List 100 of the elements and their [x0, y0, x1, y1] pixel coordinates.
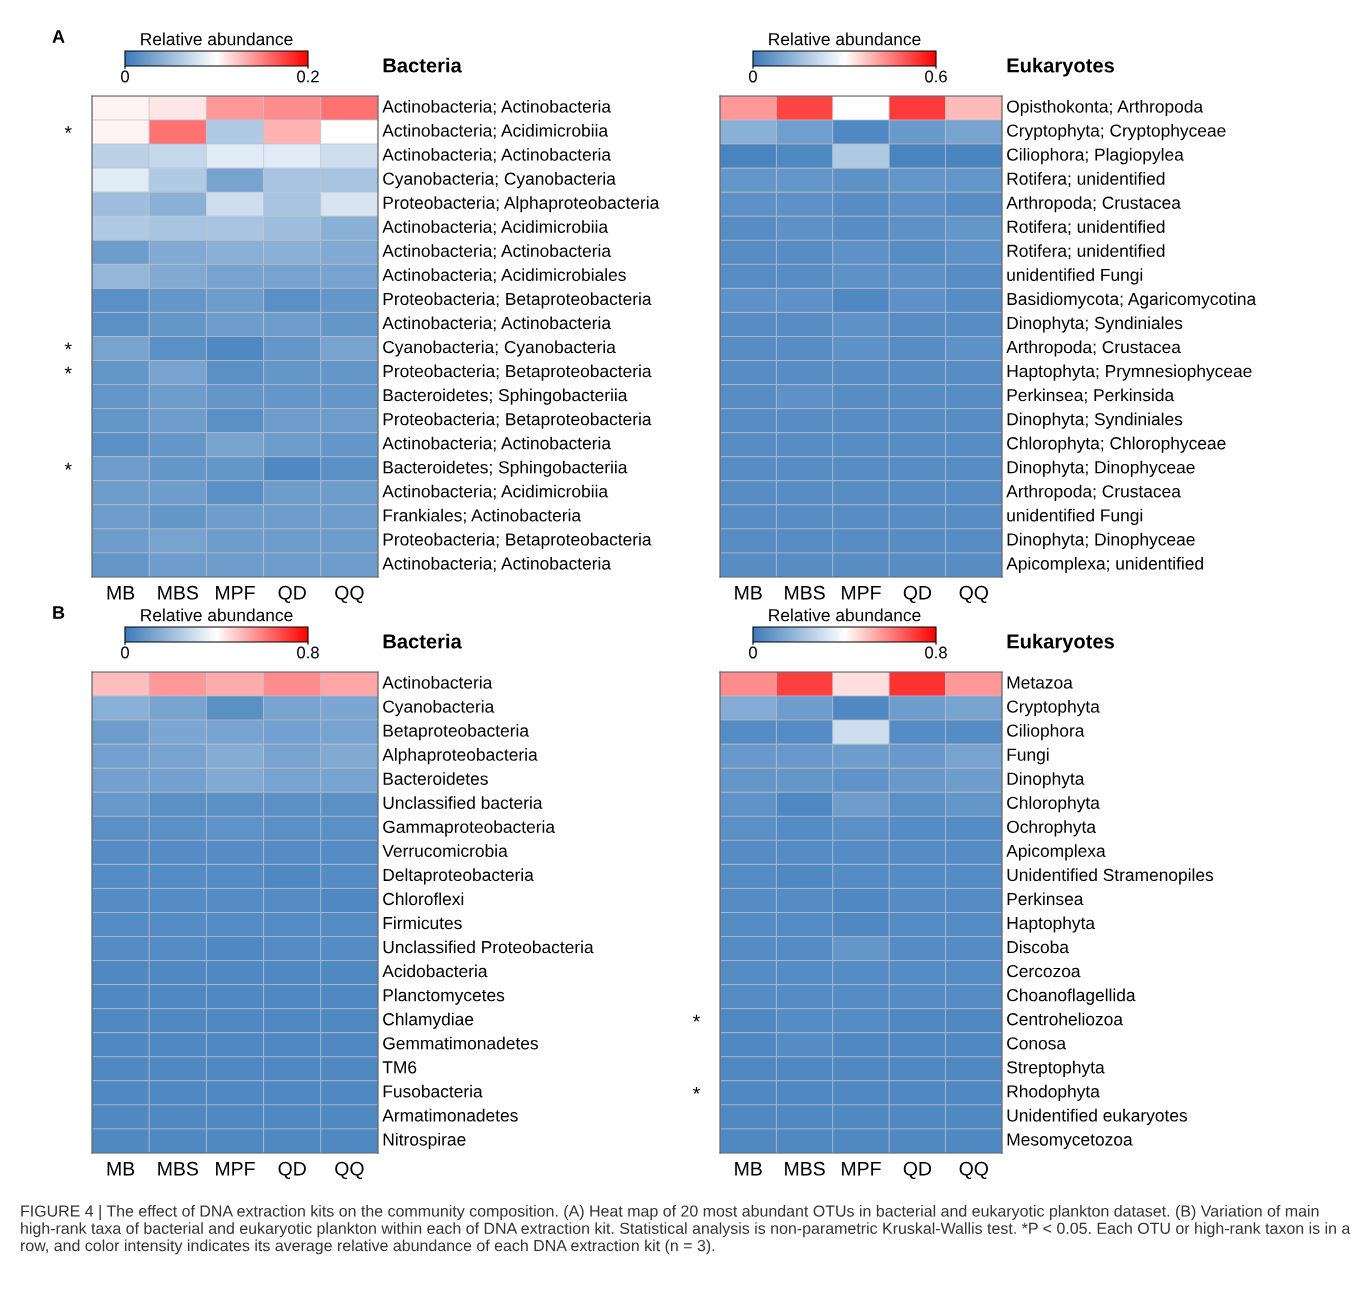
y-tick-label: unidentified Fungi [1007, 508, 1143, 525]
y-tick-label: unidentified Fungi [1007, 268, 1143, 285]
y-tick-label: Chlorophyta; Chlorophyceae [1007, 436, 1226, 453]
y-tick-label: Discoba [1007, 940, 1069, 954]
y-tick-label: Rotifera; unidentified [1007, 220, 1165, 235]
y-tick-label: Haptophyta [1007, 916, 1096, 933]
y-tick-label: Cyanobacteria; Cyanobacteria [383, 340, 616, 357]
x-tick-label: MBS [158, 585, 198, 600]
y-tick-label: Unidentified Stramenopiles [1007, 868, 1214, 885]
y-tick-label: TM6 [382, 1061, 417, 1074]
y-tick-label: Apicomplexa; unidentified [1006, 556, 1203, 574]
y-tick-label: Firmicutes [383, 916, 462, 930]
y-tick-label: Actinobacteria; Actinobacteria [382, 244, 612, 260]
text: Eukaryotes [1007, 57, 1114, 77]
y2-tick-label: * [64, 126, 72, 133]
y-tick-label: Dinophyta; Syndiniales [1007, 412, 1183, 429]
x-tick-label: QD [278, 1161, 306, 1180]
text: Bacteria [383, 57, 462, 73]
x-tick-label: MPF [842, 1162, 881, 1176]
y-tick-label: Chloroflexi [383, 892, 464, 906]
y-tick-label: Rotifera; unidentified [1007, 244, 1165, 260]
y-tick-label: Dinophyta; Dinophyceae [1007, 460, 1195, 477]
color-bar-title: Relative abundance [769, 608, 921, 622]
y-tick-label: Basidiomycota; Agaricomycotina [1007, 292, 1257, 309]
color-bar-label: 0 [749, 70, 757, 83]
y-tick-label: Actinobacteria; Actinobacteria [382, 556, 612, 572]
y-tick-label: Nitrospirae [383, 1132, 466, 1150]
y-tick-label: Centroheliozoa [1007, 1012, 1124, 1026]
y-tick-label: Cryptophyta [1007, 699, 1100, 717]
y-tick-label: Ochrophyta [1007, 820, 1096, 837]
y-tick-label: Actinobacteria; Actinobacteria [382, 148, 612, 163]
y-tick-label: Ciliophora [1007, 724, 1085, 741]
y-tick-label: Fusobacteria [383, 1084, 483, 1098]
y-tick-label: Actinobacteria; Acidimicrobiia [382, 220, 609, 235]
x-tick-label: MBS [158, 1161, 198, 1176]
y-tick-label: Proteobacteria; Alphaproteobacteria [383, 196, 660, 213]
y2-tick-label: * [64, 366, 72, 374]
color-bar-title: Relative abundance [141, 32, 293, 46]
y-tick-label: Cryptophyta; Cryptophyceae [1007, 123, 1226, 141]
color-bar-label: 0 [749, 646, 757, 659]
text: A [52, 30, 65, 43]
y-tick-label: Verrucomicrobia [382, 844, 508, 858]
y-tick-label: Perkinsea [1007, 892, 1084, 906]
x-tick-label: QD [903, 585, 932, 604]
y-tick-label: Frankiales; Actinobacteria [383, 508, 582, 524]
y-tick-label: Mesomycetozoa [1007, 1133, 1133, 1150]
y-tick-label: Proteobacteria; Betaproteobacteria [383, 292, 652, 309]
color-bar-label: 0.8 [297, 646, 319, 659]
x-tick-label: QQ [335, 1161, 364, 1180]
y2-tick-label: * [693, 1086, 700, 1094]
y-tick-label: Streptophyta [1007, 1060, 1105, 1077]
x-tick-label: QQ [335, 585, 364, 604]
y-tick-label: Acidobacteria [382, 964, 488, 978]
y-tick-label: Dinophyta; Syndiniales [1007, 316, 1183, 333]
y-tick-label: Ciliophora; Plagiopylea [1007, 148, 1184, 165]
y-tick-label: Conosa [1007, 1037, 1067, 1050]
color-bar-title: Relative abundance [769, 32, 921, 46]
y-tick-label: Proteobacteria; Betaproteobacteria [383, 532, 652, 550]
y-tick-label: Arthropoda; Crustacea [1006, 340, 1181, 357]
x-tick-label: MBS [785, 1161, 825, 1176]
y-tick-label: Unclassified Proteobacteria [383, 940, 594, 954]
y-tick-label: Rhodophyta [1007, 1084, 1100, 1101]
text: Bacteria [383, 633, 462, 649]
y-tick-label: Rotifera; unidentified [1007, 172, 1165, 187]
y-tick-label: Bacteroidetes; Sphingobacteriia [383, 388, 628, 405]
y-tick-label: Arthropoda; Crustacea [1006, 196, 1181, 213]
text: Eukaryotes [1007, 633, 1114, 653]
y-tick-label: Actinobacteria; Acidimicrobiia [382, 484, 609, 500]
y-tick-label: Cyanobacteria [383, 699, 495, 717]
color-bar-label: 0.2 [297, 70, 319, 83]
y-tick-label: Deltaproteobacteria [383, 868, 534, 885]
x-tick-label: QD [903, 1161, 932, 1180]
color-bar-label: 0 [121, 646, 129, 659]
y-tick-label: Bacteroidetes; Sphingobacteriia [383, 460, 628, 477]
x-tick-label: MB [735, 1162, 762, 1176]
y-tick-label: Choanoflagellida [1007, 988, 1136, 1005]
x-tick-label: MPF [216, 586, 255, 600]
y-tick-label: Unclassified bacteria [383, 796, 543, 809]
x-tick-label: MPF [216, 1162, 255, 1176]
y-tick-label: Haptophyta; Prymnesiophyceae [1007, 364, 1252, 381]
y-tick-label: Bacteroidetes [383, 772, 488, 785]
y-tick-label: Proteobacteria; Betaproteobacteria [383, 412, 652, 429]
y2-tick-label: * [693, 1014, 700, 1022]
y-tick-label: Perkinsea; Perkinsida [1007, 388, 1175, 404]
y-tick-label: Actinobacteria; Actinobacteria [382, 99, 612, 115]
color-bar-title: Relative abundance [141, 608, 293, 622]
caption: FIGURE 4 | The effect of DNA extraction kits on the community composition. (A) Heat map of 20 most abundant OTUs in bacterial and eukaryotic plankton dataset. (B) Variation of main high-rank taxa of bacterial and eukaryotic plankton within each of DNA extraction kit. Statistical analysis is non-parametric Kruskal-Wallis test. *P < 0.05. Each OTU or high-rank taxon is in a row, and color intensity indicates its average relative abundance of each DNA extraction kit (n = 3). [21, 1205, 1351, 1255]
y-tick-label: Planctomycetes [383, 988, 505, 1005]
y-tick-label: Dinophyta [1007, 772, 1085, 789]
color-bar-label: 0.8 [925, 646, 947, 659]
text: B [53, 606, 65, 619]
y-tick-label: Actinobacteria; Acidimicrobiia [382, 123, 609, 139]
x-tick-label: MB [735, 586, 762, 600]
y-tick-label: Metazoa [1007, 676, 1073, 689]
y-tick-label: Alphaproteobacteria [382, 748, 538, 765]
y-tick-label: Gemmatimonadetes [383, 1036, 538, 1050]
x-tick-label: QQ [959, 1161, 988, 1180]
y-tick-label: Arthropoda; Crustacea [1006, 484, 1181, 501]
y-tick-label: Actinobacteria; Acidimicrobiales [382, 268, 626, 284]
x-tick-label: MB [107, 1162, 135, 1176]
